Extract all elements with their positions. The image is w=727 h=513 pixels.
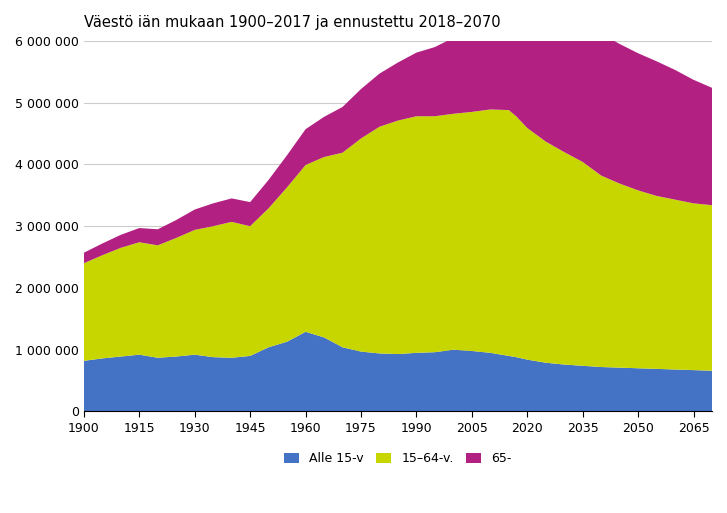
- Legend: Alle 15-v, 15–64-v., 65-: Alle 15-v, 15–64-v., 65-: [279, 447, 517, 470]
- Text: Väestö iän mukaan 1900–2017 ja ennustettu 2018–2070: Väestö iän mukaan 1900–2017 ja ennustett…: [84, 15, 500, 30]
